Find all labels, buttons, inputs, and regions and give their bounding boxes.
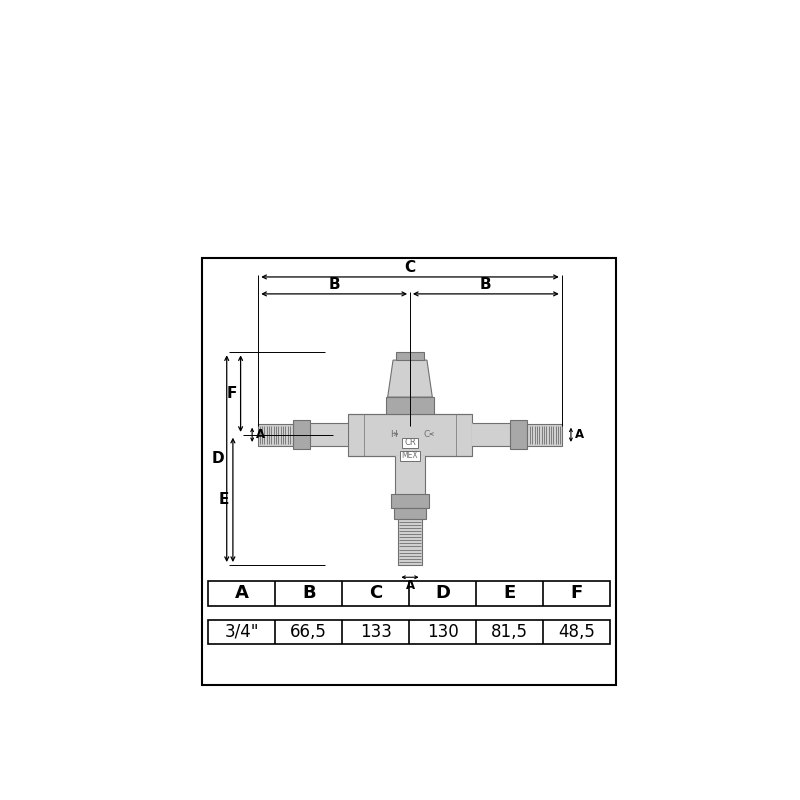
Bar <box>208 619 610 644</box>
Text: B: B <box>328 277 340 292</box>
Text: 66,5: 66,5 <box>290 623 327 641</box>
Text: A: A <box>406 579 414 592</box>
Text: A: A <box>256 428 265 442</box>
Bar <box>258 424 293 446</box>
Text: A: A <box>235 585 249 602</box>
Text: 48,5: 48,5 <box>558 623 595 641</box>
Text: 130: 130 <box>427 623 458 641</box>
Text: F: F <box>227 386 238 401</box>
Bar <box>386 397 434 414</box>
Bar <box>472 423 510 446</box>
Bar <box>394 508 426 518</box>
Bar <box>396 353 424 360</box>
Text: D: D <box>211 451 224 466</box>
Bar <box>527 424 562 446</box>
Text: E: E <box>503 585 516 602</box>
Text: F: F <box>570 585 583 602</box>
Text: CR: CR <box>404 438 416 447</box>
Text: C: C <box>405 260 415 275</box>
Text: C: C <box>369 585 382 602</box>
Bar <box>202 258 616 685</box>
Bar <box>293 420 310 450</box>
Text: A: A <box>575 428 584 442</box>
Text: D: D <box>435 585 450 602</box>
Text: H: H <box>390 430 397 438</box>
Text: C: C <box>424 430 430 438</box>
Text: 81,5: 81,5 <box>491 623 528 641</box>
Bar <box>349 414 472 455</box>
Polygon shape <box>388 360 432 397</box>
Text: 3/4": 3/4" <box>225 623 259 641</box>
Text: MEX: MEX <box>402 451 418 461</box>
Bar <box>208 581 610 606</box>
Text: 133: 133 <box>360 623 392 641</box>
Text: E: E <box>218 492 229 507</box>
Bar <box>510 420 527 450</box>
Text: B: B <box>302 585 315 602</box>
Bar <box>400 451 420 461</box>
Bar <box>398 518 422 565</box>
Bar <box>310 423 349 446</box>
Bar <box>390 494 430 508</box>
Text: B: B <box>480 277 492 292</box>
Bar <box>395 455 425 494</box>
Bar <box>402 438 418 448</box>
